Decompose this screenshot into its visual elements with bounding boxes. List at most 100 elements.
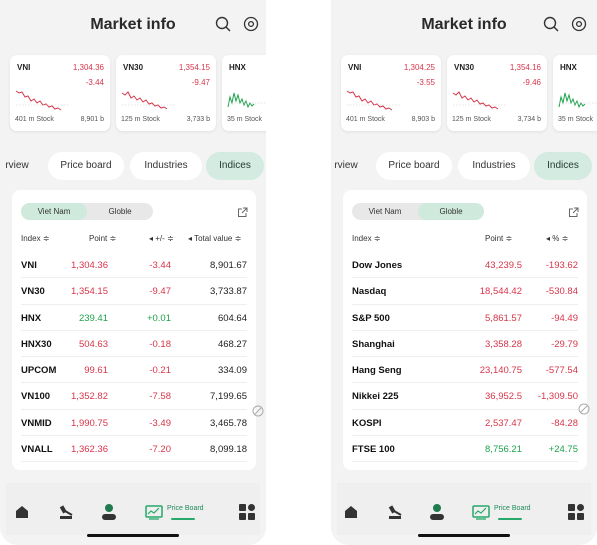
price-board-icon[interactable] bbox=[145, 501, 163, 523]
card-change: -9.47 bbox=[191, 78, 210, 87]
auction-icon[interactable] bbox=[387, 501, 405, 523]
table-row[interactable]: VNMID 1,990.75 -3.49 3,465.78 bbox=[21, 410, 247, 437]
nav-background bbox=[337, 483, 591, 535]
card-name: VNI bbox=[348, 63, 362, 72]
index-card-vni[interactable]: VNI 1,304.36 -3.44 401 m Stock 8,901 b bbox=[10, 55, 110, 131]
row-name: VNALL bbox=[21, 444, 53, 456]
table-row[interactable]: FTSE 100 8,756.21 +24.75 bbox=[352, 436, 578, 463]
card-volume: 3,734 b bbox=[517, 116, 541, 123]
table-row[interactable]: Hang Seng 23,140.75 -577.54 bbox=[352, 357, 578, 384]
tab-overview[interactable]: rview bbox=[5, 160, 29, 171]
row-name: VN30 bbox=[21, 286, 45, 298]
tab-overview[interactable]: rview bbox=[334, 160, 358, 171]
index-card-vn30[interactable]: VN30 1,354.15 -9.47 125 m Stock 3,733 b bbox=[116, 55, 216, 131]
card-name: VN30 bbox=[123, 63, 144, 72]
table-row[interactable]: S&P 500 5,861.57 -94.49 bbox=[352, 305, 578, 331]
row-total: 7,199.65 bbox=[210, 391, 247, 403]
row-change: -7.20 bbox=[149, 444, 171, 456]
home-icon[interactable] bbox=[14, 501, 30, 523]
card-name: VNI bbox=[17, 63, 31, 72]
row-total: 468.27 bbox=[217, 338, 247, 350]
auction-icon[interactable] bbox=[58, 501, 76, 523]
row-name: UPCOM bbox=[21, 365, 57, 377]
table-row[interactable]: VNI 1,304.36 -3.44 8,901.67 bbox=[21, 252, 247, 279]
index-cards: VNI 1,304.25 -3.55 401 m Stock 8,903 b V… bbox=[341, 55, 597, 131]
table-row[interactable]: Shanghai 3,358.28 -29.79 bbox=[352, 331, 578, 358]
col-point[interactable]: Point ≑ bbox=[485, 234, 513, 243]
table-row[interactable]: VN30 1,354.15 -9.47 3,733.87 bbox=[21, 278, 247, 305]
card-value: 1,354.16 bbox=[509, 63, 541, 72]
home-icon[interactable] bbox=[343, 501, 359, 523]
user-icon[interactable] bbox=[100, 501, 118, 523]
table-row[interactable]: UPCOM 99.61 -0.21 334.09 bbox=[21, 357, 247, 384]
toggle-viet-nam[interactable]: Viet Nam bbox=[368, 207, 402, 216]
table-row[interactable]: Nasdaq 18,544.42 -530.84 bbox=[352, 278, 578, 305]
tab-indices[interactable]: Indices bbox=[534, 152, 592, 180]
indices-table: Dow Jones 43,239.5 -193.62 Nasdaq 18,544.42… bbox=[352, 252, 578, 463]
row-point: 36,952.5 bbox=[485, 391, 522, 403]
table-row[interactable]: VNALL 1,362.36 -7.20 8,099.18 bbox=[21, 436, 247, 463]
row-name: FTSE 100 bbox=[352, 444, 395, 456]
settings-icon[interactable] bbox=[571, 16, 587, 32]
row-total: 334.09 bbox=[217, 365, 247, 377]
col-change[interactable]: ◂ +/- ≑ bbox=[149, 234, 174, 243]
tab-industries[interactable]: Industries bbox=[130, 152, 202, 180]
col-index[interactable]: Index ≑ bbox=[352, 234, 381, 243]
index-card-hnx[interactable]: HNX 35 m Stock bbox=[553, 55, 597, 131]
tab-price-board[interactable]: Price board bbox=[376, 152, 452, 180]
export-icon[interactable] bbox=[568, 207, 579, 218]
row-pct: +24.75 bbox=[548, 444, 578, 456]
card-name: HNX bbox=[560, 63, 577, 72]
toggle-viet-nam[interactable]: Viet Nam bbox=[21, 203, 87, 220]
nav-price-board-label[interactable]: Price Board bbox=[494, 505, 531, 512]
table-row[interactable]: Dow Jones 43,239.5 -193.62 bbox=[352, 252, 578, 279]
apps-icon[interactable] bbox=[238, 501, 256, 523]
col-point[interactable]: Point ≑ bbox=[89, 234, 117, 243]
row-pct: -94.49 bbox=[551, 312, 578, 324]
table-row[interactable]: HNX30 504.63 -0.18 468.27 bbox=[21, 331, 247, 358]
bottom-navigation: Price Board bbox=[0, 483, 266, 545]
table-row[interactable]: Nikkei 225 36,952.5 -1,309.50 bbox=[352, 383, 578, 410]
card-change: -3.44 bbox=[85, 78, 104, 87]
row-name: Dow Jones bbox=[352, 260, 403, 271]
row-point: 1,990.75 bbox=[71, 417, 108, 429]
card-stocks: 35 m Stock bbox=[227, 116, 263, 123]
tab-indices[interactable]: Indices bbox=[206, 152, 264, 180]
export-icon[interactable] bbox=[237, 207, 248, 218]
table-row[interactable]: HNX 239.41 +0.01 604.64 bbox=[21, 305, 247, 331]
index-card-vn30[interactable]: VN30 1,354.16 -9.46 125 m Stock 3,734 b bbox=[447, 55, 547, 131]
toggle-globle[interactable]: Globle bbox=[418, 203, 484, 220]
col-pct[interactable]: ◂ % ≑ bbox=[546, 234, 569, 243]
row-point: 504.63 bbox=[78, 338, 108, 350]
scroll-hint-icon[interactable] bbox=[252, 405, 264, 417]
home-indicator bbox=[87, 534, 179, 537]
col-total-value[interactable]: ◂ Total value ≑ bbox=[188, 234, 242, 243]
scroll-hint-icon[interactable] bbox=[578, 403, 590, 415]
user-icon[interactable] bbox=[428, 501, 446, 523]
settings-icon[interactable] bbox=[243, 16, 259, 32]
price-board-icon[interactable] bbox=[472, 501, 490, 523]
table-row[interactable]: VN100 1,352.82 -7.58 7,199.65 bbox=[21, 383, 247, 410]
tab-industries[interactable]: Industries bbox=[458, 152, 530, 180]
row-point: 1,362.36 bbox=[71, 444, 108, 456]
row-pct: -193.62 bbox=[545, 260, 578, 271]
row-total: 8,901.67 bbox=[210, 260, 247, 271]
apps-icon[interactable] bbox=[567, 501, 585, 523]
col-total-label: Total value ≑ bbox=[194, 234, 242, 243]
search-icon[interactable] bbox=[215, 16, 231, 32]
row-pct: -84.28 bbox=[551, 417, 578, 429]
col-index[interactable]: Index ≑ bbox=[21, 234, 50, 243]
row-change: -0.18 bbox=[149, 338, 171, 350]
table-row[interactable]: KOSPI 2,537.47 -84.28 bbox=[352, 410, 578, 437]
row-total: 3,733.87 bbox=[210, 286, 247, 298]
tab-price-board[interactable]: Price board bbox=[48, 152, 124, 180]
index-card-vni[interactable]: VNI 1,304.25 -3.55 401 m Stock 8,903 b bbox=[341, 55, 441, 131]
tab-bar: rview Price board Industries Indices bbox=[0, 152, 266, 182]
index-card-hnx[interactable]: HNX 35 m Stock bbox=[222, 55, 266, 131]
row-change: -3.44 bbox=[149, 260, 171, 271]
row-point: 5,861.57 bbox=[485, 312, 522, 324]
toggle-globle[interactable]: Globle bbox=[108, 207, 132, 216]
row-change: -3.49 bbox=[149, 417, 171, 429]
search-icon[interactable] bbox=[543, 16, 559, 32]
nav-price-board-label[interactable]: Price Board bbox=[167, 505, 204, 512]
